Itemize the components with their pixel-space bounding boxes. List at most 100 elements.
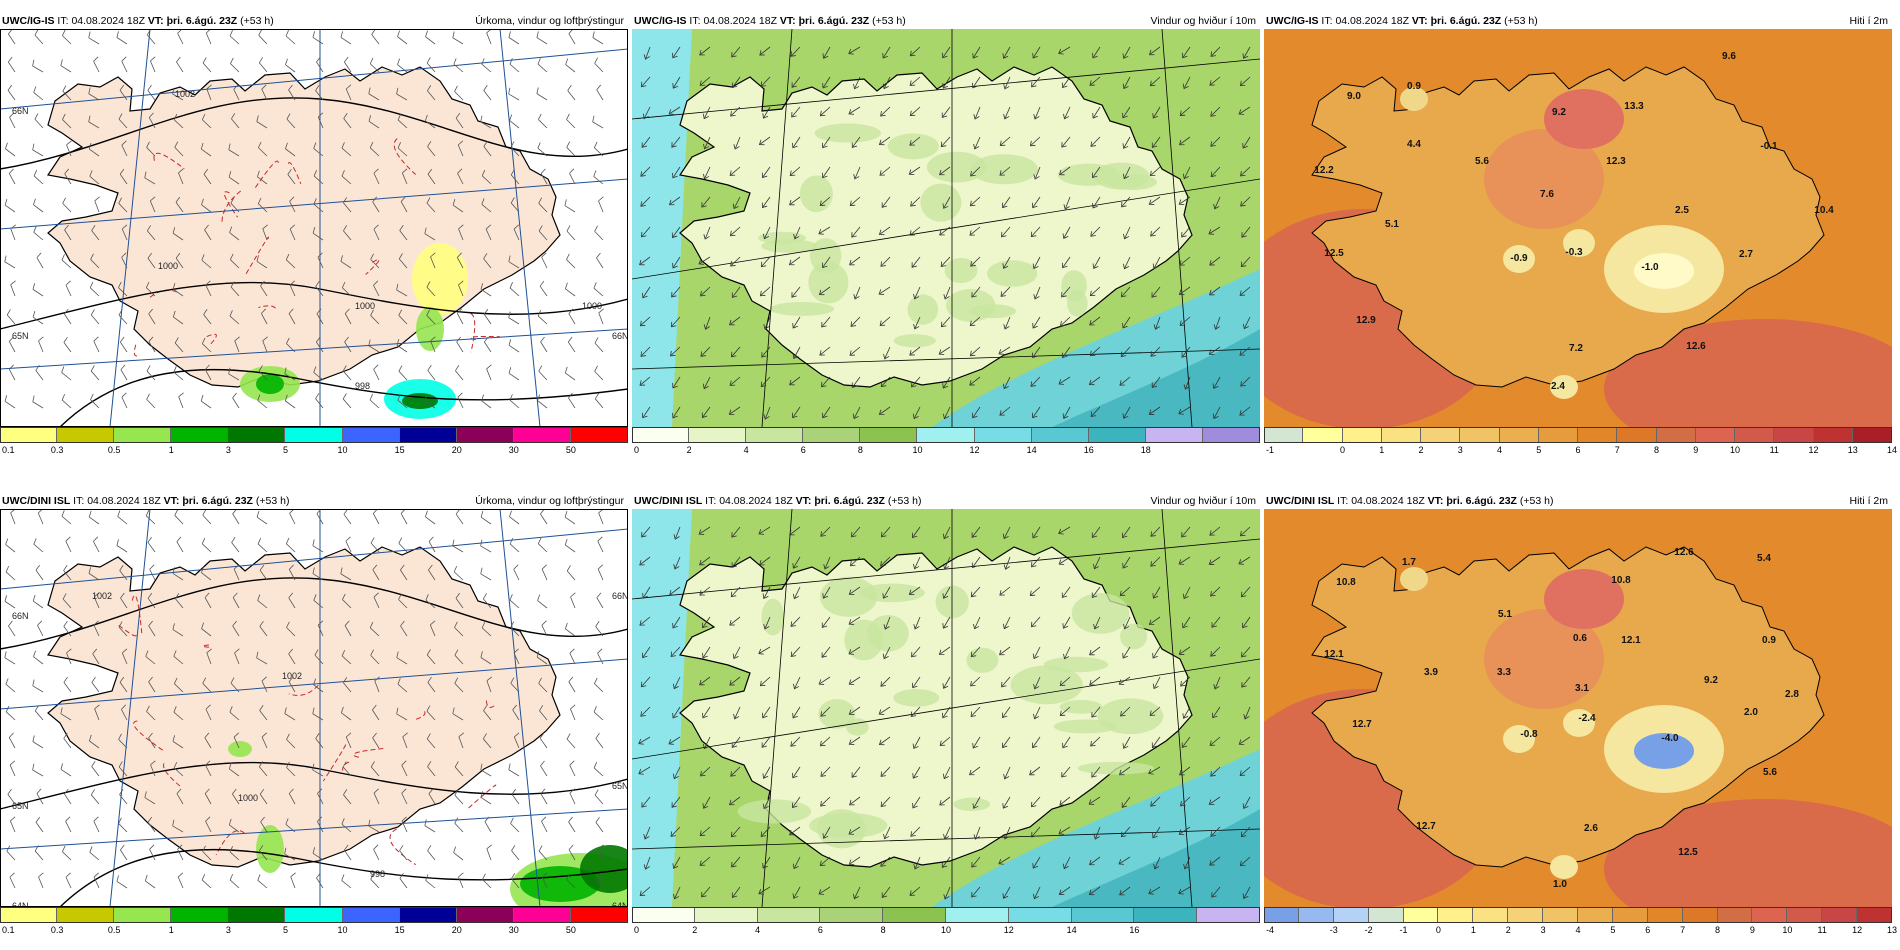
wind-barb: [257, 170, 268, 185]
wind-arrow: [763, 406, 771, 420]
wind-barb: [312, 31, 324, 45]
warm-area: [1484, 129, 1604, 229]
wind-barb: [453, 846, 464, 861]
wind-arrow: [1243, 706, 1251, 720]
colorbar-tick-label: -1: [1399, 925, 1408, 935]
wind-barb: [458, 224, 464, 241]
wind-barb: [229, 706, 240, 721]
high-wind-area: [1052, 329, 1260, 427]
wind-speed-area: [953, 797, 991, 811]
wind-barb: [400, 564, 408, 581]
wind-barb: [4, 198, 16, 213]
colorbar-segment: [1264, 427, 1304, 443]
wind-arrow: [1088, 796, 1101, 805]
wind-barb: [313, 170, 324, 185]
wind-barb: [172, 623, 184, 637]
map-label: 64N: [12, 901, 29, 907]
wind-speed-area: [737, 799, 812, 824]
wind-arrow: [910, 706, 921, 718]
wind-barb: [397, 58, 408, 73]
wind-barb: [430, 252, 436, 269]
wind-arrow: [971, 856, 981, 868]
wind-arrow: [699, 76, 711, 86]
wind-arrow: [729, 616, 741, 626]
wind-arrow: [822, 826, 831, 839]
temperature-label: 5.1: [1385, 219, 1399, 230]
colorbar-segment: [803, 427, 861, 443]
wind-arrow: [668, 196, 681, 206]
wind-arrow: [1213, 676, 1221, 690]
wind-barb: [509, 537, 520, 553]
wind-barb: [4, 595, 16, 609]
wind-barb: [258, 365, 268, 381]
wind-barb: [536, 87, 548, 101]
wind-barb: [568, 816, 576, 833]
wind-barb: [205, 704, 212, 721]
wind-arrow: [1179, 256, 1191, 266]
wind-arrow: [970, 166, 981, 177]
wind-barb: [88, 115, 100, 129]
wind-barb: [62, 197, 72, 213]
wind-arrow: [790, 736, 801, 747]
wind-barb: [233, 84, 240, 101]
wind-barb: [258, 29, 268, 45]
colorbar-segment: [1656, 427, 1696, 443]
wind-arrow: [912, 736, 921, 750]
wind-barb: [64, 788, 72, 805]
wind-arrow: [911, 256, 921, 268]
wind-arrow: [639, 556, 651, 566]
wind-barb: [172, 735, 184, 749]
wind-barb: [176, 788, 184, 805]
wind-arrow: [1210, 826, 1221, 837]
temperature-label: 5.4: [1757, 553, 1771, 564]
wind-arrow: [730, 106, 741, 117]
wind-barb: [256, 510, 268, 525]
temperature-label: 12.1: [1324, 649, 1344, 660]
wind-barb: [93, 620, 100, 637]
panel-header: UWC/DINI ISL IT: 04.08.2024 18Z VT: þri.…: [1264, 493, 1892, 509]
wind-arrow: [699, 556, 711, 566]
temp-contour: [322, 744, 347, 782]
wind-barb: [317, 816, 324, 833]
colorbar-tick-label: -1: [1266, 445, 1275, 455]
wind-speed-area: [770, 301, 835, 316]
wind-barb: [482, 593, 492, 609]
wind-barb: [368, 87, 380, 101]
wind-arrow: [849, 796, 861, 806]
wind-barb: [258, 57, 268, 73]
wind-barb: [456, 336, 464, 353]
map-svg: 12.65.41.710.8 10.85.10.6 12.1 0.912.13.9 3.…: [1264, 509, 1892, 907]
colorbar-segment: [1752, 907, 1788, 923]
wind-arrow: [1060, 316, 1071, 327]
wind-arrow: [820, 526, 831, 537]
wind-barb: [93, 56, 100, 73]
wind-speed-area: [893, 689, 940, 707]
colorbar-segment: [1822, 907, 1858, 923]
valid-time: þri. 6.ágú. 23Z: [182, 495, 253, 507]
wind-barb: [316, 336, 324, 353]
wind-barb: [427, 845, 436, 861]
colorbar-tick-label: 1: [168, 925, 174, 935]
init-time: 04.08.2024 18Z: [719, 495, 793, 507]
wind-barb: [284, 367, 296, 381]
wind-barb: [481, 198, 492, 213]
wind-arrow: [1123, 616, 1131, 630]
wind-arrow: [1240, 196, 1251, 207]
wind-barb: [457, 140, 464, 157]
wind-arrow: [1063, 106, 1071, 120]
wind-arrow: [701, 196, 711, 208]
wind-arrow: [1003, 826, 1011, 840]
colorbar-segment: [1031, 427, 1089, 443]
wind-arrow: [1090, 406, 1101, 418]
colorbar-tick-label: 2: [1418, 445, 1424, 455]
wind-barb: [593, 170, 604, 185]
wind-barb: [485, 224, 492, 241]
cold-area-glacier: [1634, 733, 1694, 769]
temperature-label: 0.6: [1573, 633, 1587, 644]
panel-info: UWC/DINI ISL IT: 04.08.2024 18Z VT: þri.…: [1266, 493, 1553, 509]
map-area: 12.6 5.4 1.7 10.8 10.8 5.1 0.6 12.1 0.9 12.1 3.9 3.…: [1264, 509, 1892, 907]
wind-barb: [145, 509, 156, 525]
temperature-label: -0.8: [1520, 729, 1538, 740]
wind-speed-area: [1107, 174, 1157, 191]
precip-area: [580, 845, 628, 893]
